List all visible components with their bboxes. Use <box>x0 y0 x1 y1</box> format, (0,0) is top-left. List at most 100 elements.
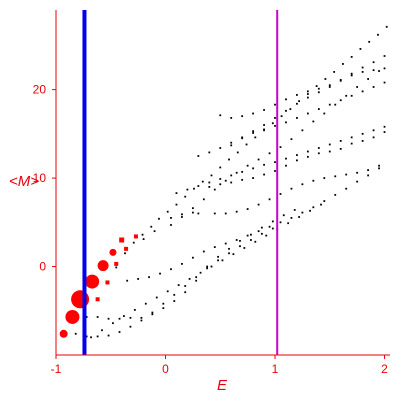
data-point <box>296 94 298 96</box>
data-point <box>339 99 342 102</box>
data-point <box>350 72 353 75</box>
data-point <box>159 272 161 275</box>
data-point <box>107 334 110 337</box>
data-point <box>144 302 147 305</box>
data-point <box>188 278 191 280</box>
data-point <box>328 86 331 88</box>
data-point <box>107 317 110 320</box>
data-point <box>85 316 88 318</box>
data-point <box>208 181 211 184</box>
data-point <box>285 109 287 112</box>
data-point <box>296 102 298 105</box>
data-point <box>101 329 103 332</box>
data-point <box>246 164 249 167</box>
data-point <box>235 210 238 213</box>
highlighted-point <box>65 309 80 324</box>
data-point <box>361 90 364 93</box>
data-point <box>140 319 143 322</box>
data-point <box>202 250 205 253</box>
data-point <box>219 114 222 117</box>
data-point <box>372 69 375 72</box>
data-point <box>166 290 169 293</box>
data-point <box>252 177 255 179</box>
data-point <box>206 265 209 268</box>
data-point <box>372 61 375 64</box>
data-point <box>239 245 241 248</box>
data-point <box>224 212 227 215</box>
data-point <box>254 136 257 139</box>
data-point <box>241 136 244 139</box>
data-point <box>153 230 156 233</box>
data-point <box>356 180 359 183</box>
y-axis-ticks: 0 10 20 <box>33 83 56 274</box>
data-point <box>263 163 265 166</box>
data-point <box>317 147 320 149</box>
data-point <box>191 207 194 210</box>
data-point <box>252 112 255 115</box>
data-point <box>350 55 353 58</box>
data-point <box>162 302 165 305</box>
highlighted-point <box>97 260 109 272</box>
data-point <box>228 247 230 250</box>
highlighted-point <box>95 297 100 302</box>
x-tick-label: 2 <box>381 362 388 376</box>
data-point <box>350 142 353 145</box>
data-point <box>361 140 364 142</box>
data-point <box>367 78 369 80</box>
data-point <box>290 187 293 190</box>
data-point <box>378 164 380 167</box>
highlighted-point <box>119 237 125 243</box>
data-point <box>323 112 326 115</box>
data-point <box>195 279 198 282</box>
data-point <box>217 259 219 262</box>
data-point <box>312 179 315 182</box>
data-point <box>268 198 271 201</box>
data-point <box>193 187 195 190</box>
data-point <box>285 121 287 124</box>
data-point <box>129 325 132 328</box>
data-point <box>133 308 136 311</box>
data-point <box>323 200 326 202</box>
data-point <box>112 322 114 325</box>
data-point <box>306 155 309 158</box>
data-point <box>274 103 276 106</box>
data-point <box>328 84 331 87</box>
data-point <box>287 222 290 225</box>
data-point <box>173 293 176 296</box>
data-point <box>254 240 257 243</box>
data-point <box>372 136 375 139</box>
data-point <box>175 192 178 195</box>
data-point <box>271 220 274 223</box>
data-point <box>312 120 315 123</box>
data-point <box>197 185 200 187</box>
data-point <box>224 179 227 182</box>
data-point <box>350 136 353 139</box>
data-point <box>158 217 160 220</box>
data-point <box>155 296 158 299</box>
data-point <box>324 78 327 80</box>
data-point <box>151 313 154 316</box>
data-point <box>184 195 187 198</box>
data-point <box>162 307 165 310</box>
data-point <box>252 132 255 134</box>
data-point <box>186 188 189 191</box>
data-point <box>361 66 364 69</box>
data-point <box>96 316 99 318</box>
data-point <box>309 209 311 212</box>
data-point <box>181 213 183 216</box>
data-point <box>132 241 135 244</box>
data-point <box>383 81 386 84</box>
data-point <box>385 25 388 28</box>
data-point <box>356 171 359 174</box>
data-point <box>339 140 342 142</box>
data-point <box>129 316 132 319</box>
data-point <box>282 214 285 217</box>
data-point <box>372 86 375 88</box>
data-point <box>290 216 293 219</box>
x-tick-label: -1 <box>51 362 62 376</box>
data-point <box>217 255 219 258</box>
data-point <box>236 151 239 154</box>
data-point <box>235 239 238 241</box>
data-point <box>230 181 233 184</box>
data-point <box>252 130 255 133</box>
